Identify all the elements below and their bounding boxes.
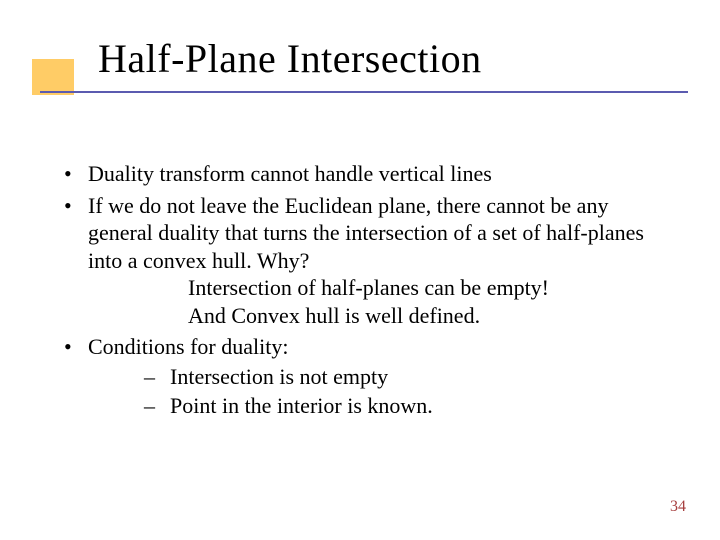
sub-item: Point in the interior is known. bbox=[144, 392, 678, 420]
bullet-text: If we do not leave the Euclidean plane, … bbox=[88, 193, 644, 273]
indent-line: And Convex hull is well defined. bbox=[88, 302, 678, 330]
bullet-text: Conditions for duality: bbox=[88, 334, 288, 359]
body-text: Duality transform cannot handle vertical… bbox=[58, 160, 678, 424]
list-item: Duality transform cannot handle vertical… bbox=[58, 160, 678, 188]
list-item: If we do not leave the Euclidean plane, … bbox=[58, 192, 678, 330]
slide: Half-Plane Intersection Duality transfor… bbox=[0, 0, 720, 540]
title-rule bbox=[40, 91, 688, 93]
sub-item: Intersection is not empty bbox=[144, 363, 678, 391]
page-number: 34 bbox=[670, 498, 686, 516]
list-item: Conditions for duality: Intersection is … bbox=[58, 333, 678, 420]
bullet-list: Duality transform cannot handle vertical… bbox=[58, 160, 678, 420]
page-title: Half-Plane Intersection bbox=[98, 35, 482, 82]
sub-list: Intersection is not empty Point in the i… bbox=[88, 363, 678, 420]
accent-box bbox=[32, 59, 74, 95]
indent-line: Intersection of half-planes can be empty… bbox=[88, 274, 678, 302]
bullet-text: Duality transform cannot handle vertical… bbox=[88, 161, 492, 186]
